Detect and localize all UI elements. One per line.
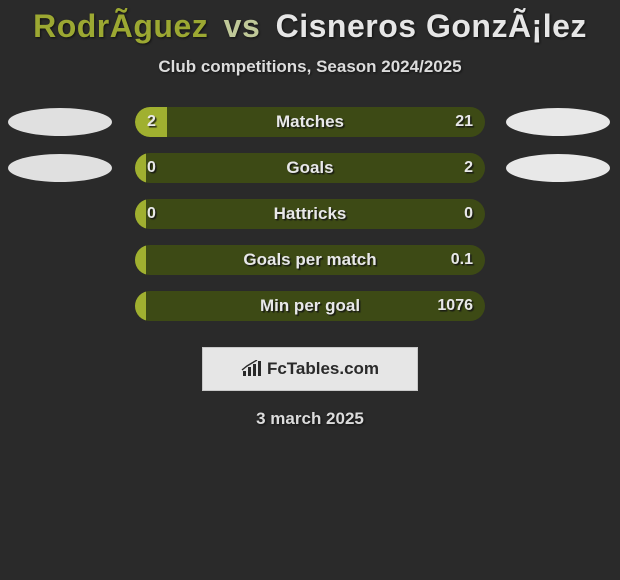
stat-row: Goals per match0.1 [0, 237, 620, 283]
stat-row: 2Matches21 [0, 99, 620, 145]
stat-bar-fill [135, 199, 146, 229]
stat-row: 0Hattricks0 [0, 191, 620, 237]
stat-right-value: 0.1 [451, 251, 473, 269]
stat-label: Matches [135, 112, 485, 132]
stat-row: Min per goal1076 [0, 283, 620, 329]
stat-right-value: 0 [464, 205, 473, 223]
stat-row: 0Goals2 [0, 145, 620, 191]
player1-bubble-icon [8, 154, 112, 182]
stat-right-value: 1076 [437, 297, 473, 315]
stat-bar: 0Goals2 [135, 153, 485, 183]
stat-left-value: 0 [147, 205, 156, 223]
stat-left-value: 0 [147, 159, 156, 177]
stat-bar: Goals per match0.1 [135, 245, 485, 275]
chart-icon [241, 360, 263, 378]
stat-label: Min per goal [135, 296, 485, 316]
date-text: 3 march 2025 [0, 409, 620, 429]
stat-right-value: 2 [464, 159, 473, 177]
stat-label: Goals [135, 158, 485, 178]
player1-name: RodrÃ­guez [33, 8, 208, 44]
stat-bar-fill [135, 245, 146, 275]
stat-bar-fill [135, 153, 146, 183]
fctables-logo[interactable]: FcTables.com [202, 347, 418, 391]
stat-bar: 2Matches21 [135, 107, 485, 137]
stat-label: Goals per match [135, 250, 485, 270]
stat-label: Hattricks [135, 204, 485, 224]
stat-right-value: 21 [455, 113, 473, 131]
comparison-title: RodrÃ­guez vs Cisneros GonzÃ¡lez [0, 0, 620, 49]
stat-bar: Min per goal1076 [135, 291, 485, 321]
stat-rows-container: 2Matches210Goals20Hattricks0Goals per ma… [0, 99, 620, 329]
vs-text: vs [224, 8, 261, 44]
player2-bubble-icon [506, 154, 610, 182]
subtitle: Club competitions, Season 2024/2025 [0, 57, 620, 77]
player2-name: Cisneros GonzÃ¡lez [276, 8, 587, 44]
player2-bubble-icon [506, 108, 610, 136]
stat-bar-fill [135, 291, 146, 321]
stat-bar: 0Hattricks0 [135, 199, 485, 229]
player1-bubble-icon [8, 108, 112, 136]
logo-text: FcTables.com [267, 359, 379, 379]
stat-bar-fill [135, 107, 167, 137]
